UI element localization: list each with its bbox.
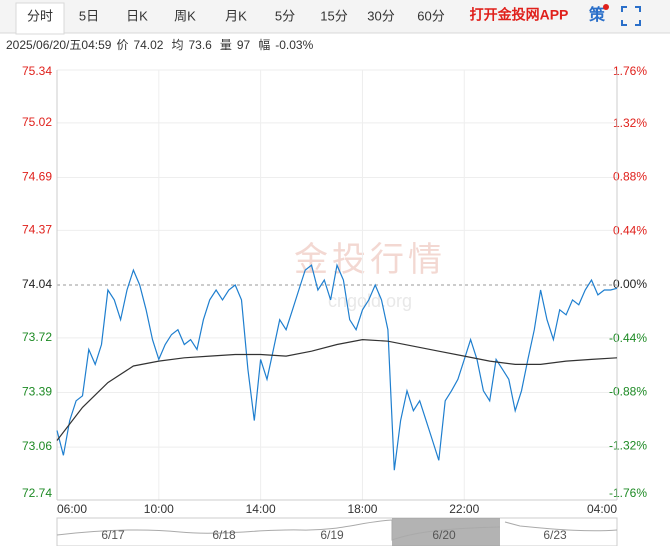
navigator: 6/17 6/18 6/19 6/20 6/23 bbox=[56, 517, 618, 547]
price-line bbox=[56, 263, 618, 471]
info-bar: 2025/06/20/五04:59 价 74.02 均 73.6 量 97 幅 -0.03% bbox=[6, 37, 314, 52]
tab[interactable]: 日K bbox=[126, 8, 148, 23]
tab[interactable]: 月K bbox=[225, 8, 247, 23]
x-tick-label: 10:00 bbox=[144, 502, 174, 516]
x-tick-label: 04:00 bbox=[587, 502, 617, 516]
y-tick-label: 73.39 bbox=[22, 385, 52, 399]
app-link[interactable]: 打开金投网APP bbox=[470, 7, 569, 23]
y2-tick-label: 0.88% bbox=[613, 170, 647, 184]
y-tick-label: 75.34 bbox=[22, 64, 52, 78]
info-label: 幅 bbox=[258, 37, 270, 52]
y-tick-label: 73.06 bbox=[22, 439, 52, 453]
navigator-frame bbox=[56, 517, 618, 547]
toolbar bbox=[0, 0, 670, 33]
info-label: 均 bbox=[171, 38, 183, 52]
watermark: 金投行情 bbox=[294, 241, 446, 279]
y2-tick-label: 1.32% bbox=[613, 116, 647, 130]
active-tab-bg bbox=[15, 2, 65, 35]
navigator-label: 6/20 bbox=[432, 528, 456, 542]
x-tick-label: 18:00 bbox=[347, 502, 377, 516]
y2-tick-label: 0.44% bbox=[613, 223, 647, 237]
info-value: 74.02 bbox=[133, 38, 163, 52]
tab[interactable]: 周K bbox=[174, 8, 196, 23]
y2-tick-label: -0.44% bbox=[609, 331, 647, 345]
tab[interactable]: 分时 bbox=[27, 8, 53, 23]
navigator-label: 6/17 bbox=[101, 528, 125, 542]
x-tick-label: 06:00 bbox=[57, 502, 87, 516]
tab[interactable]: 15分 bbox=[320, 8, 347, 23]
y-tick-label: 72.74 bbox=[22, 486, 52, 500]
navigator-window[interactable] bbox=[392, 518, 500, 546]
info-value: 97 bbox=[237, 38, 251, 52]
info-label: 量 bbox=[220, 38, 232, 52]
info-label: 价 bbox=[116, 38, 128, 52]
x-tick-label: 22:00 bbox=[449, 502, 479, 516]
y-tick-label: 74.04 bbox=[22, 277, 52, 291]
y-tick-label: 74.37 bbox=[22, 223, 52, 237]
y2-tick-label: -1.32% bbox=[609, 438, 647, 452]
y2-tick-label: 1.76% bbox=[613, 64, 647, 78]
strategy-icon[interactable]: 策 bbox=[588, 5, 606, 24]
tab[interactable]: 30分 bbox=[367, 8, 394, 23]
info-label: 2025/06/20/五04:59 bbox=[6, 38, 112, 52]
y2-tick-label: 0.00% bbox=[613, 277, 647, 291]
info-value: -0.03% bbox=[275, 38, 313, 52]
navigator-label: 6/19 bbox=[320, 528, 344, 542]
y-tick-label: 74.69 bbox=[22, 170, 52, 184]
badge bbox=[603, 4, 609, 10]
navigator-label: 6/23 bbox=[543, 528, 567, 542]
watermark: cngold.org bbox=[328, 291, 412, 311]
price-line bbox=[56, 338, 618, 441]
x-tick-label: 14:00 bbox=[246, 502, 276, 516]
y-tick-label: 73.72 bbox=[22, 330, 52, 344]
fullscreen-icon[interactable] bbox=[621, 6, 641, 26]
y-tick-label: 75.02 bbox=[22, 115, 52, 129]
tab[interactable]: 5日 bbox=[79, 8, 99, 23]
tab[interactable]: 5分 bbox=[275, 8, 295, 23]
y2-tick-label: -1.76% bbox=[609, 486, 647, 500]
navigator-label: 6/18 bbox=[212, 528, 236, 542]
navigator-line bbox=[56, 519, 618, 541]
y2-tick-label: -0.88% bbox=[609, 385, 647, 399]
tab[interactable]: 60分 bbox=[417, 8, 444, 23]
info-value: 73.6 bbox=[189, 38, 213, 52]
